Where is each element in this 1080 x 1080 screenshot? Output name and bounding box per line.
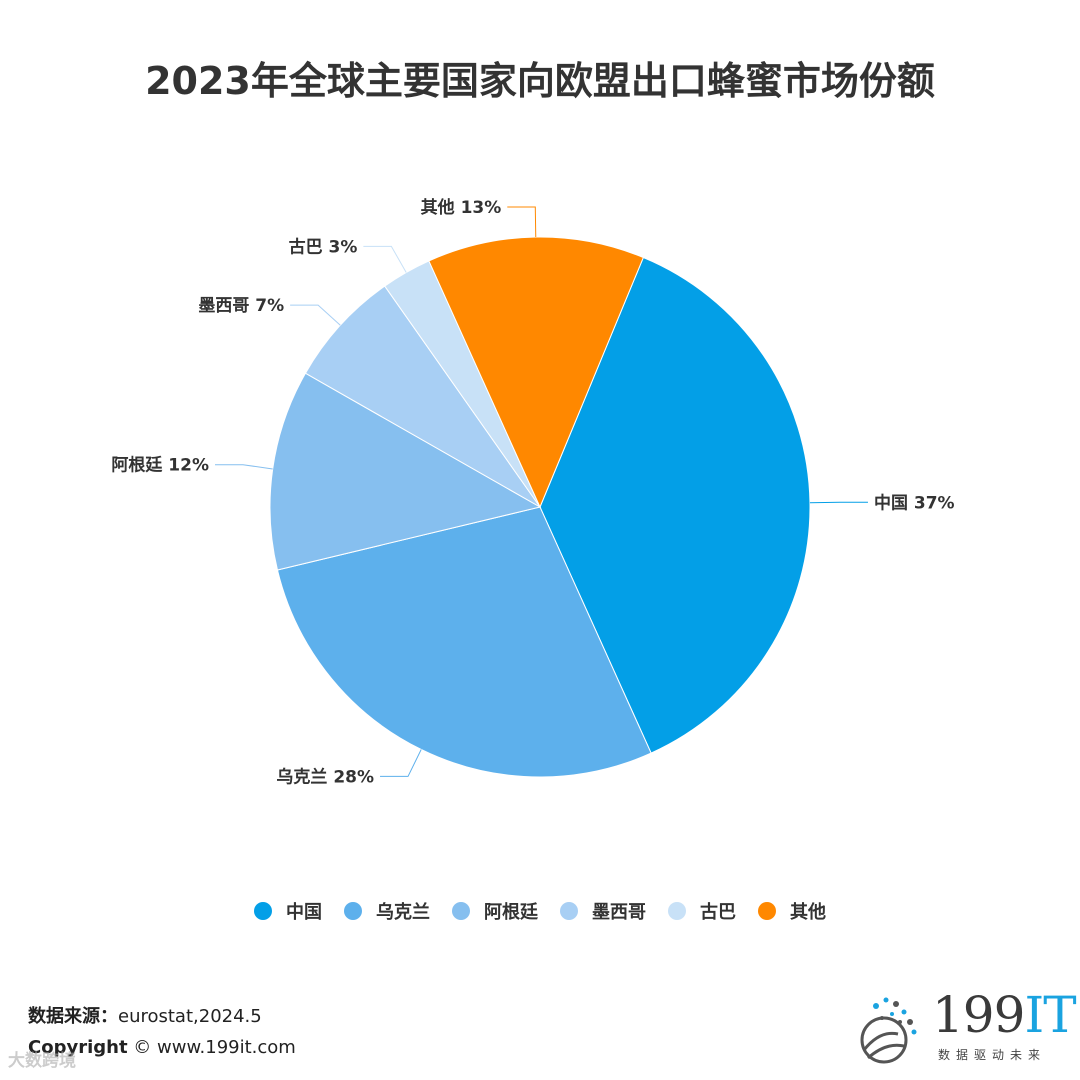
legend-label: 中国 xyxy=(286,902,322,923)
legend-dot-icon xyxy=(758,902,776,920)
pie-slice-5[interactable] xyxy=(428,236,644,509)
legend-label: 其他 xyxy=(790,902,826,923)
legend-dot-icon xyxy=(452,902,470,920)
logo-dots-icon xyxy=(860,997,917,1064)
legend-item-ukraine[interactable]: 乌克兰 xyxy=(344,898,430,924)
slice-label-0: 中国 37% xyxy=(874,492,955,513)
legend-item-other[interactable]: 其他 xyxy=(758,898,826,924)
leader-line-1 xyxy=(380,749,422,777)
slice-label-3: 墨西哥 7% xyxy=(198,296,284,316)
slice-label-5: 其他 13% xyxy=(421,197,502,218)
pie-slice-3[interactable] xyxy=(304,285,541,508)
leader-line-5 xyxy=(507,206,537,238)
copyright: Copyright © www.199it.com xyxy=(28,1037,296,1058)
legend-dot-icon xyxy=(254,902,272,920)
slice-label-2: 阿根廷 12% xyxy=(111,455,209,476)
legend-dot-icon xyxy=(344,902,362,920)
legend-label: 乌克兰 xyxy=(376,902,430,923)
logo-subtitle: 数据驱动未来 xyxy=(938,1048,1047,1062)
slice-label-1: 乌克兰 28% xyxy=(276,766,374,787)
chart-title: 2023年全球主要国家向欧盟出口蜂蜜市场份额 xyxy=(145,59,935,103)
source-value: eurostat,2024.5 xyxy=(118,1006,262,1027)
199it-logo: 199IT 数据驱动未来 xyxy=(846,986,1077,1066)
data-source: 数据来源：eurostat,2024.5 xyxy=(28,1002,262,1028)
pie-slice-2[interactable] xyxy=(269,372,542,571)
legend-item-mexico[interactable]: 墨西哥 xyxy=(560,898,646,924)
legend-label: 古巴 xyxy=(700,902,736,923)
legend-dot-icon xyxy=(668,902,686,920)
watermark: 大数跨境 xyxy=(8,1051,76,1071)
legend-item-china[interactable]: 中国 xyxy=(254,898,322,924)
source-label: 数据来源： xyxy=(28,1006,118,1027)
pie-slice-0[interactable] xyxy=(539,256,811,754)
leader-line-4 xyxy=(363,245,407,273)
legend-item-argentina[interactable]: 阿根廷 xyxy=(452,898,538,924)
pie-slice-1[interactable] xyxy=(276,506,652,778)
slice-label-4: 古巴 3% xyxy=(289,236,358,257)
legend: 中国 乌克兰 阿根廷 墨西哥 古巴 其他 xyxy=(0,898,1080,924)
legend-label: 阿根廷 xyxy=(484,902,538,923)
logo-text: 199IT xyxy=(932,986,1077,1044)
legend-item-cuba[interactable]: 古巴 xyxy=(668,898,736,924)
leader-line-3 xyxy=(290,304,341,326)
copyright-value: © www.199it.com xyxy=(133,1037,296,1058)
legend-dot-icon xyxy=(560,902,578,920)
copyright-label: Copyright xyxy=(28,1037,128,1058)
leader-line-2 xyxy=(214,464,273,470)
legend-label: 墨西哥 xyxy=(592,902,646,923)
